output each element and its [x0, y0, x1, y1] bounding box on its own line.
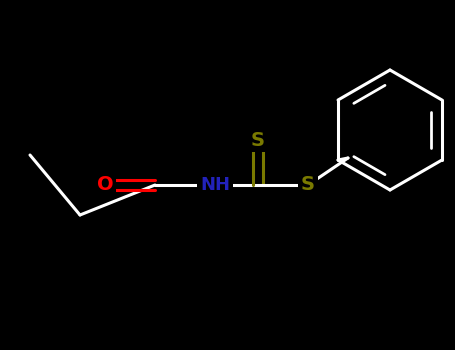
Text: S: S: [301, 175, 315, 195]
Text: NH: NH: [200, 176, 230, 194]
Text: S: S: [251, 131, 265, 149]
Text: O: O: [96, 175, 113, 195]
